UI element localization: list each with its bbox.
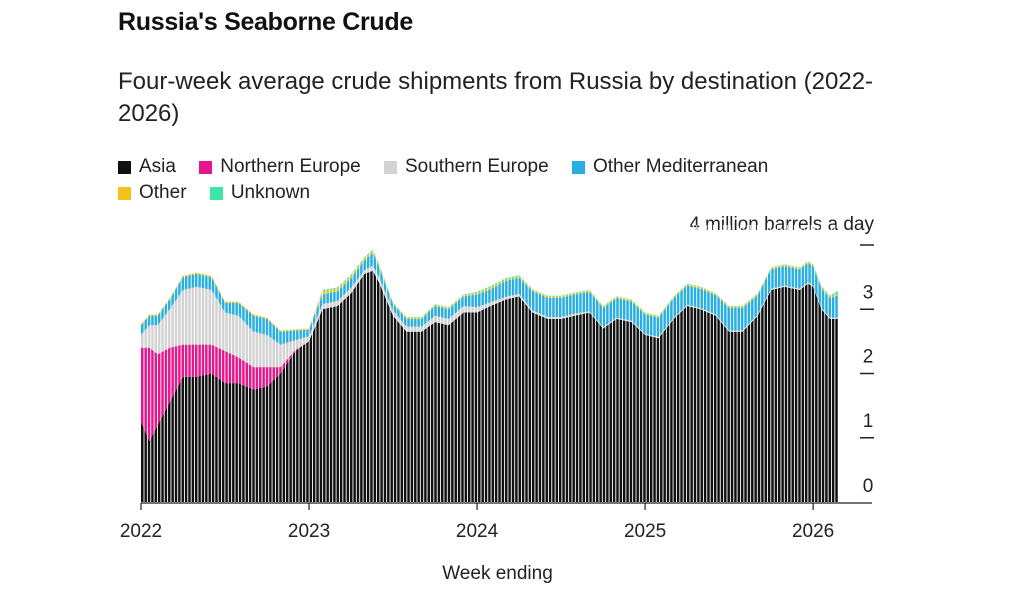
x-tick-label-2024: 2024 [456,521,499,542]
legend-label-unknown: Unknown [230,182,311,203]
legend-swatch-other-mediterranean [571,160,585,174]
y-tick-label-0: 0 [863,476,874,497]
series-area-asia [141,270,839,502]
x-axis-title: Week ending [442,563,553,584]
legend-label-northern-europe: Northern Europe [220,156,361,177]
weekly-bar-separators [143,225,839,502]
legend-item-asia: Asia [118,154,176,180]
x-tick-label-2025: 2025 [624,521,666,542]
legend-item-northern-europe: Northern Europe [199,154,361,180]
legend-swatch-southern-europe [384,160,397,174]
x-tick-label-2022: 2022 [120,521,162,542]
legend-item-other-mediterranean: Other Mediterranean [571,154,769,180]
legend-item-unknown: Unknown [209,180,311,206]
series-area-other [141,250,839,332]
legend-swatch-unknown [209,186,223,200]
legend-item-other: Other [118,180,187,206]
chart-subtitle: Four-week average crude shipments from R… [118,68,874,127]
legend-swatch-asia [118,160,131,174]
legend-label-southern-europe: Southern Europe [405,156,549,177]
legend-swatch-northern-europe [199,160,213,174]
x-tick-label-2026: 2026 [792,521,834,542]
y-tick-label-2: 2 [863,347,874,368]
x-tick-label-2023: 2023 [288,521,330,542]
legend-item-southern-europe: Southern Europe [384,154,549,180]
legend-label-other-mediterranean: Other Mediterranean [592,156,769,177]
legend-label-asia: Asia [139,156,176,177]
legend-swatch-other [118,186,131,200]
chart-title: Russia's Seaborne Crude [118,8,413,36]
legend-label-other: Other [139,182,187,203]
legend: Asia Northern Europe Southern Europe Oth… [118,154,878,206]
series-area-other-mediterranean [141,252,839,345]
y-tick-label-3: 3 [863,282,874,303]
y-tick-label-1: 1 [863,411,874,432]
